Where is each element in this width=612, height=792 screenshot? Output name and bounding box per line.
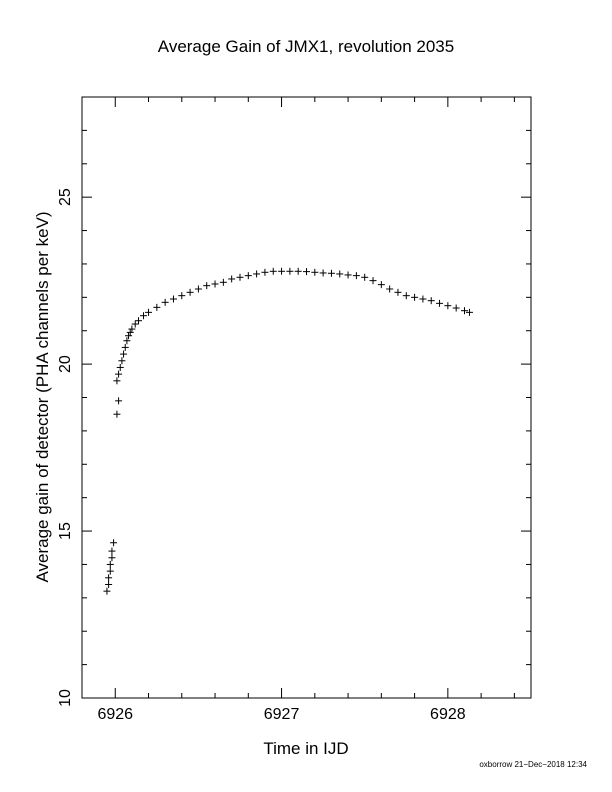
data-point [244,272,252,280]
data-point [211,280,219,288]
data-point [105,574,113,582]
data-point [120,350,128,358]
y-tick-label: 25 [57,188,74,206]
data-point [319,269,327,277]
data-point [465,308,473,316]
data-point [126,328,134,336]
data-point [169,295,177,303]
data-point [261,268,269,276]
y-axis-ticks [82,96,531,699]
x-tick-label: 6928 [430,706,466,723]
data-point [460,307,468,315]
data-point [253,270,261,278]
data-point [444,302,452,310]
data-point [115,370,123,378]
data-point [140,312,148,320]
data-point [394,288,402,296]
data-point [135,317,143,325]
y-tick-label: 10 [57,689,74,707]
data-point [186,288,194,296]
data-point [269,267,277,275]
data-point [106,567,114,575]
data-point [236,273,244,281]
x-axis-label: Time in IJD [263,739,348,758]
data-point [106,560,114,568]
chart-title: Average Gain of JMX1, revolution 2035 [158,37,454,56]
data-point [377,281,385,289]
data-point [103,587,111,595]
data-point [352,272,360,280]
data-point [113,410,121,418]
y-tick-label: 15 [57,522,74,540]
data-point [121,343,129,351]
data-point [105,580,113,588]
data-point [327,269,335,277]
data-point [278,267,286,275]
data-point [294,267,302,275]
data-point [436,299,444,307]
data-point [336,270,344,278]
y-axis-label: Average gain of detector (PHA channels p… [33,211,52,582]
data-point [128,325,136,333]
x-tick-label: 6927 [264,706,300,723]
data-point [125,332,133,340]
footer-credit: oxborrow 21−Dec−2018 12:34 [479,760,587,769]
data-point [203,282,211,290]
x-tick-label: 6926 [97,706,133,723]
data-point [118,357,126,365]
data-point [115,397,123,405]
data-point [131,320,139,328]
data-point [123,337,131,345]
data-point [361,273,369,281]
data-point [369,277,377,285]
data-point [452,304,460,312]
data-point [178,292,186,300]
data-point [108,554,116,562]
plot-area-frame [81,96,532,699]
y-tick-label: 20 [57,355,74,373]
data-point [145,308,153,316]
data-point [386,285,394,293]
data-point [116,363,124,371]
data-point [153,303,161,311]
data-point [219,278,227,286]
data-point [402,292,410,300]
data-point [303,268,310,276]
data-point [228,275,236,283]
data-point [411,293,419,301]
data-point [419,295,427,303]
data-point [344,271,352,279]
data-point [113,377,121,385]
y-axis-tick-labels: 10 15 20 25 [57,188,74,707]
data-point [194,285,202,293]
data-point [311,268,319,276]
data-point [108,547,116,555]
data-points [103,267,473,595]
data-point [286,267,294,275]
data-point [110,539,118,547]
x-axis-ticks [81,97,515,698]
data-point [161,298,169,306]
data-point [427,297,435,305]
x-axis-tick-labels: 6926 6927 6928 [97,706,465,723]
